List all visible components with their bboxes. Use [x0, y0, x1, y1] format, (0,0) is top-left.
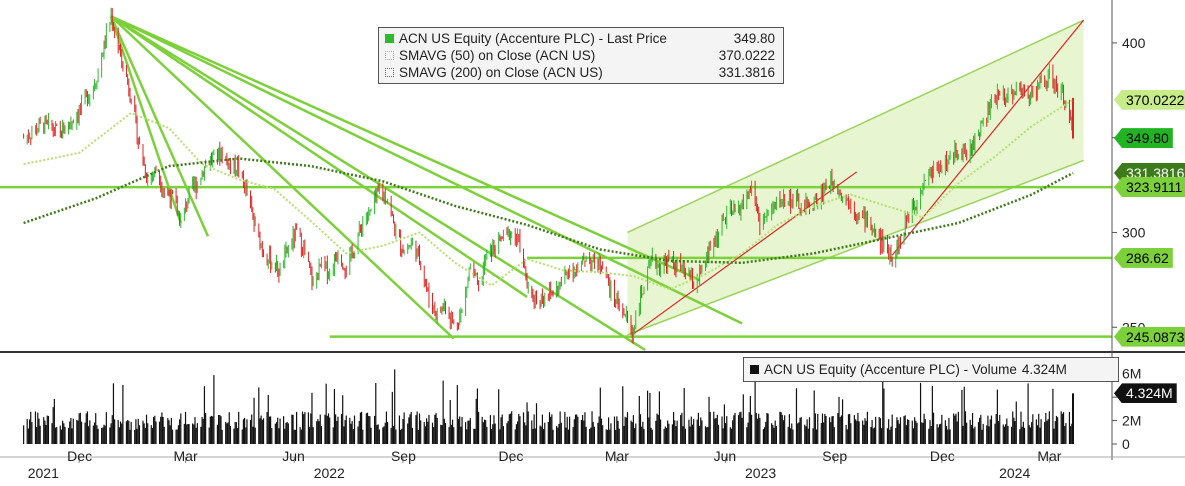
x-tick-label: Jun [714, 448, 737, 464]
legend-value: 4.324M [1021, 362, 1067, 377]
legend-row-sma50: SMAVG (50) on Close (ACN US) 370.0222 [385, 47, 775, 64]
legend-swatch-icon [750, 365, 759, 374]
legend-label: ACN US Equity (Accenture PLC) - Last Pri… [399, 31, 667, 46]
value-tag: 370.0222 [1114, 89, 1185, 110]
value-tag: 323.9111 [1114, 177, 1185, 198]
fan-trendline [110, 15, 455, 340]
legend-label: SMAVG (50) on Close (ACN US) [399, 48, 596, 63]
volume-legend: ACN US Equity (Accenture PLC) - Volume 4… [743, 357, 1119, 382]
trendline-annotations [0, 15, 1112, 352]
x-tick-label: Sep [822, 448, 847, 464]
x-tick-label: Dec [930, 448, 955, 464]
fan-trendline [110, 15, 701, 282]
legend-value: 349.80 [733, 31, 775, 46]
x-tick-label: Mar [1037, 448, 1061, 464]
x-tick-label: Jun [282, 448, 305, 464]
x-year-label: 2021 [28, 465, 59, 481]
x-tick-label: Dec [67, 448, 92, 464]
volume-bars [23, 369, 1074, 444]
x-tick-label: Sep [391, 448, 416, 464]
fan-trendline [110, 15, 528, 298]
x-year-label: 2024 [999, 465, 1030, 481]
price-legend: ACN US Equity (Accenture PLC) - Last Pri… [378, 27, 784, 84]
x-tick-label: Mar [174, 448, 198, 464]
price-bars [23, 7, 1074, 345]
fan-trendline [109, 15, 210, 237]
red-trendline [631, 171, 858, 336]
value-tag: 286.62 [1114, 247, 1173, 268]
value-tag: 349.80 [1114, 128, 1173, 149]
fan-trendline [109, 15, 182, 224]
volume-tick-label: 6M [1122, 366, 1141, 382]
sma50-line [23, 98, 1074, 291]
sma200-line [23, 157, 1074, 265]
legend-value: 331.3816 [718, 65, 775, 80]
value-tag: 245.0873 [1114, 326, 1185, 347]
legend-row-volume: ACN US Equity (Accenture PLC) - Volume 4… [750, 361, 1112, 378]
legend-row-sma200: SMAVG (200) on Close (ACN US) 331.3816 [385, 64, 775, 81]
legend-label: ACN US Equity (Accenture PLC) - Volume [764, 362, 1017, 377]
channel-upper-line [627, 19, 1084, 234]
legend-swatch-icon [385, 51, 394, 60]
volume-tick-label: 0 [1122, 436, 1130, 452]
legend-row-last-price: ACN US Equity (Accenture PLC) - Last Pri… [385, 30, 775, 47]
moving-averages [23, 98, 1074, 291]
legend-swatch-icon [385, 68, 394, 77]
volume-value-tag: 4.324M [1114, 383, 1177, 404]
x-tick-label: Mar [605, 448, 629, 464]
x-year-label: 2022 [314, 465, 345, 481]
legend-swatch-icon [385, 34, 394, 43]
y-tick-label: 300 [1122, 224, 1146, 240]
y-tick-label: 400 [1122, 35, 1146, 51]
fan-trendline [110, 15, 743, 325]
legend-label: SMAVG (200) on Close (ACN US) [399, 65, 603, 80]
x-tick-label: Dec [499, 448, 524, 464]
volume-tick-label: 2M [1122, 413, 1141, 429]
x-year-label: 2023 [745, 465, 776, 481]
legend-value: 370.0222 [718, 48, 775, 63]
